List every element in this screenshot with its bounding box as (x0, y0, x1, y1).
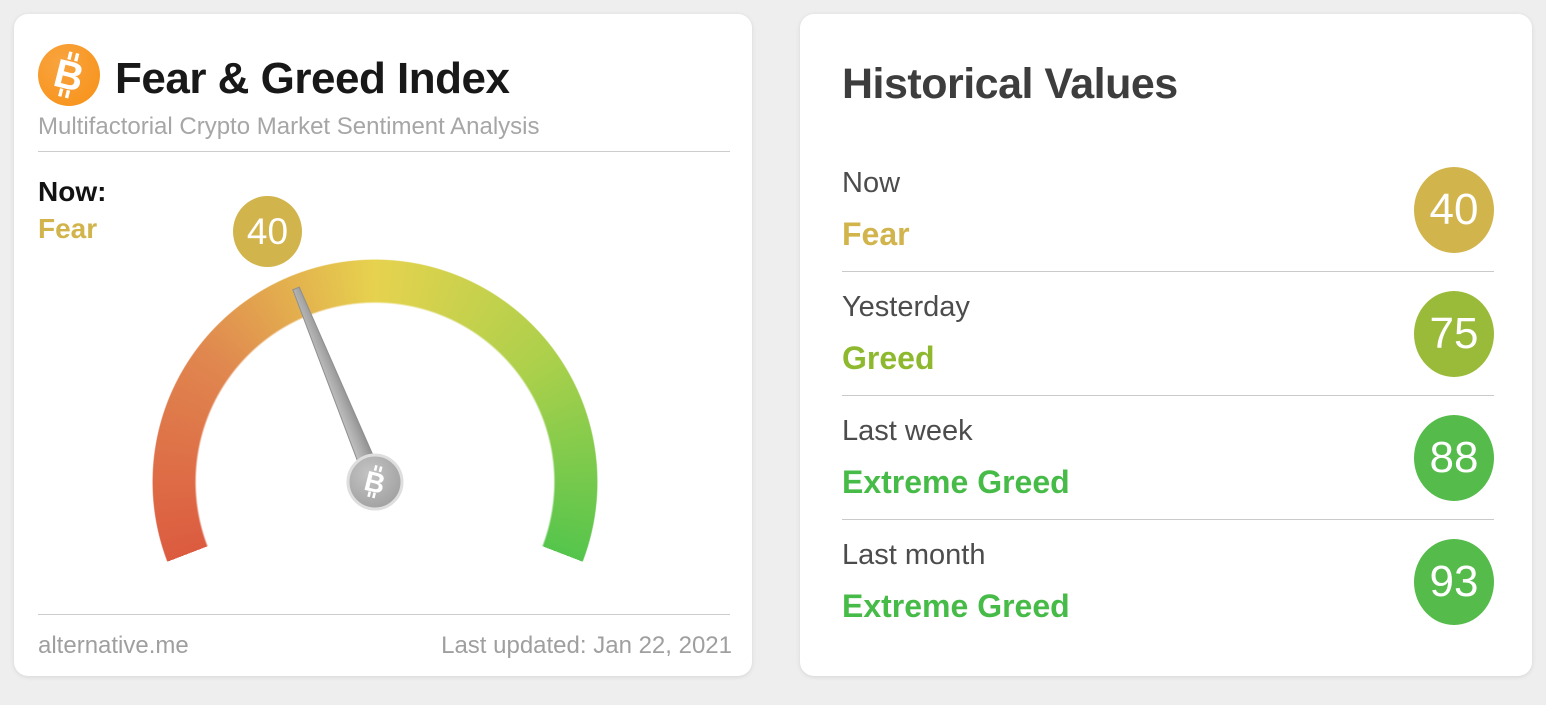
history-period-label: Last month (842, 539, 986, 571)
now-label: Now: (38, 176, 107, 207)
card-footer: alternative.me Last updated: Jan 22, 202… (38, 632, 732, 660)
history-value-badge: 93 (1414, 539, 1494, 625)
history-classification: Extreme Greed (842, 463, 1070, 500)
history-row-text: Yesterday Greed (842, 291, 970, 377)
history-classification: Fear (842, 215, 910, 252)
history-row-text: Now Fear (842, 167, 910, 253)
history-row: Last month Extreme Greed 93 (842, 520, 1494, 644)
source-link[interactable]: alternative.me (38, 632, 189, 659)
last-updated-label: Last updated: Jan 22, 2021 (441, 632, 732, 659)
history-value-badge: 40 (1414, 166, 1494, 253)
history-value-badge: 88 (1414, 414, 1494, 501)
historical-values-card: Historical Values Now Fear 40 Yesterday Gree… (800, 14, 1532, 676)
bitcoin-icon: B (38, 44, 100, 106)
fear-greed-card: B Fear & Greed Index Multifactorial Cryp… (14, 14, 752, 705)
gauge-pivot: B (346, 453, 404, 511)
history-row: Now Fear 40 (842, 148, 1494, 272)
divider (38, 614, 730, 615)
page-title: Fear & Greed Index (115, 54, 510, 103)
history-period-label: Last week (842, 414, 973, 447)
history-period-label: Now (842, 166, 901, 199)
card-subtitle: Multifactorial Crypto Market Sentiment A… (38, 113, 540, 140)
history-value-badge: 75 (1414, 290, 1494, 377)
fear-greed-gauge: B (152, 259, 598, 705)
historical-values-title: Historical Values (842, 60, 1178, 108)
history-period-label: Yesterday (842, 290, 970, 323)
historical-values-list: Now Fear 40 Yesterday Greed 75 Last week Extrem… (842, 148, 1494, 644)
history-classification: Greed (842, 339, 935, 376)
history-row: Yesterday Greed 75 (842, 272, 1494, 396)
history-row: Last week Extreme Greed 88 (842, 396, 1494, 520)
divider (38, 151, 730, 152)
gauge-value-badge: 40 (233, 196, 302, 267)
history-row-text: Last week Extreme Greed (842, 415, 1070, 501)
history-classification: Extreme Greed (842, 588, 1070, 624)
gauge-needle-layer: B (292, 286, 404, 511)
now-classification: Fear (38, 213, 98, 244)
history-row-text: Last month Extreme Greed (842, 539, 1070, 625)
